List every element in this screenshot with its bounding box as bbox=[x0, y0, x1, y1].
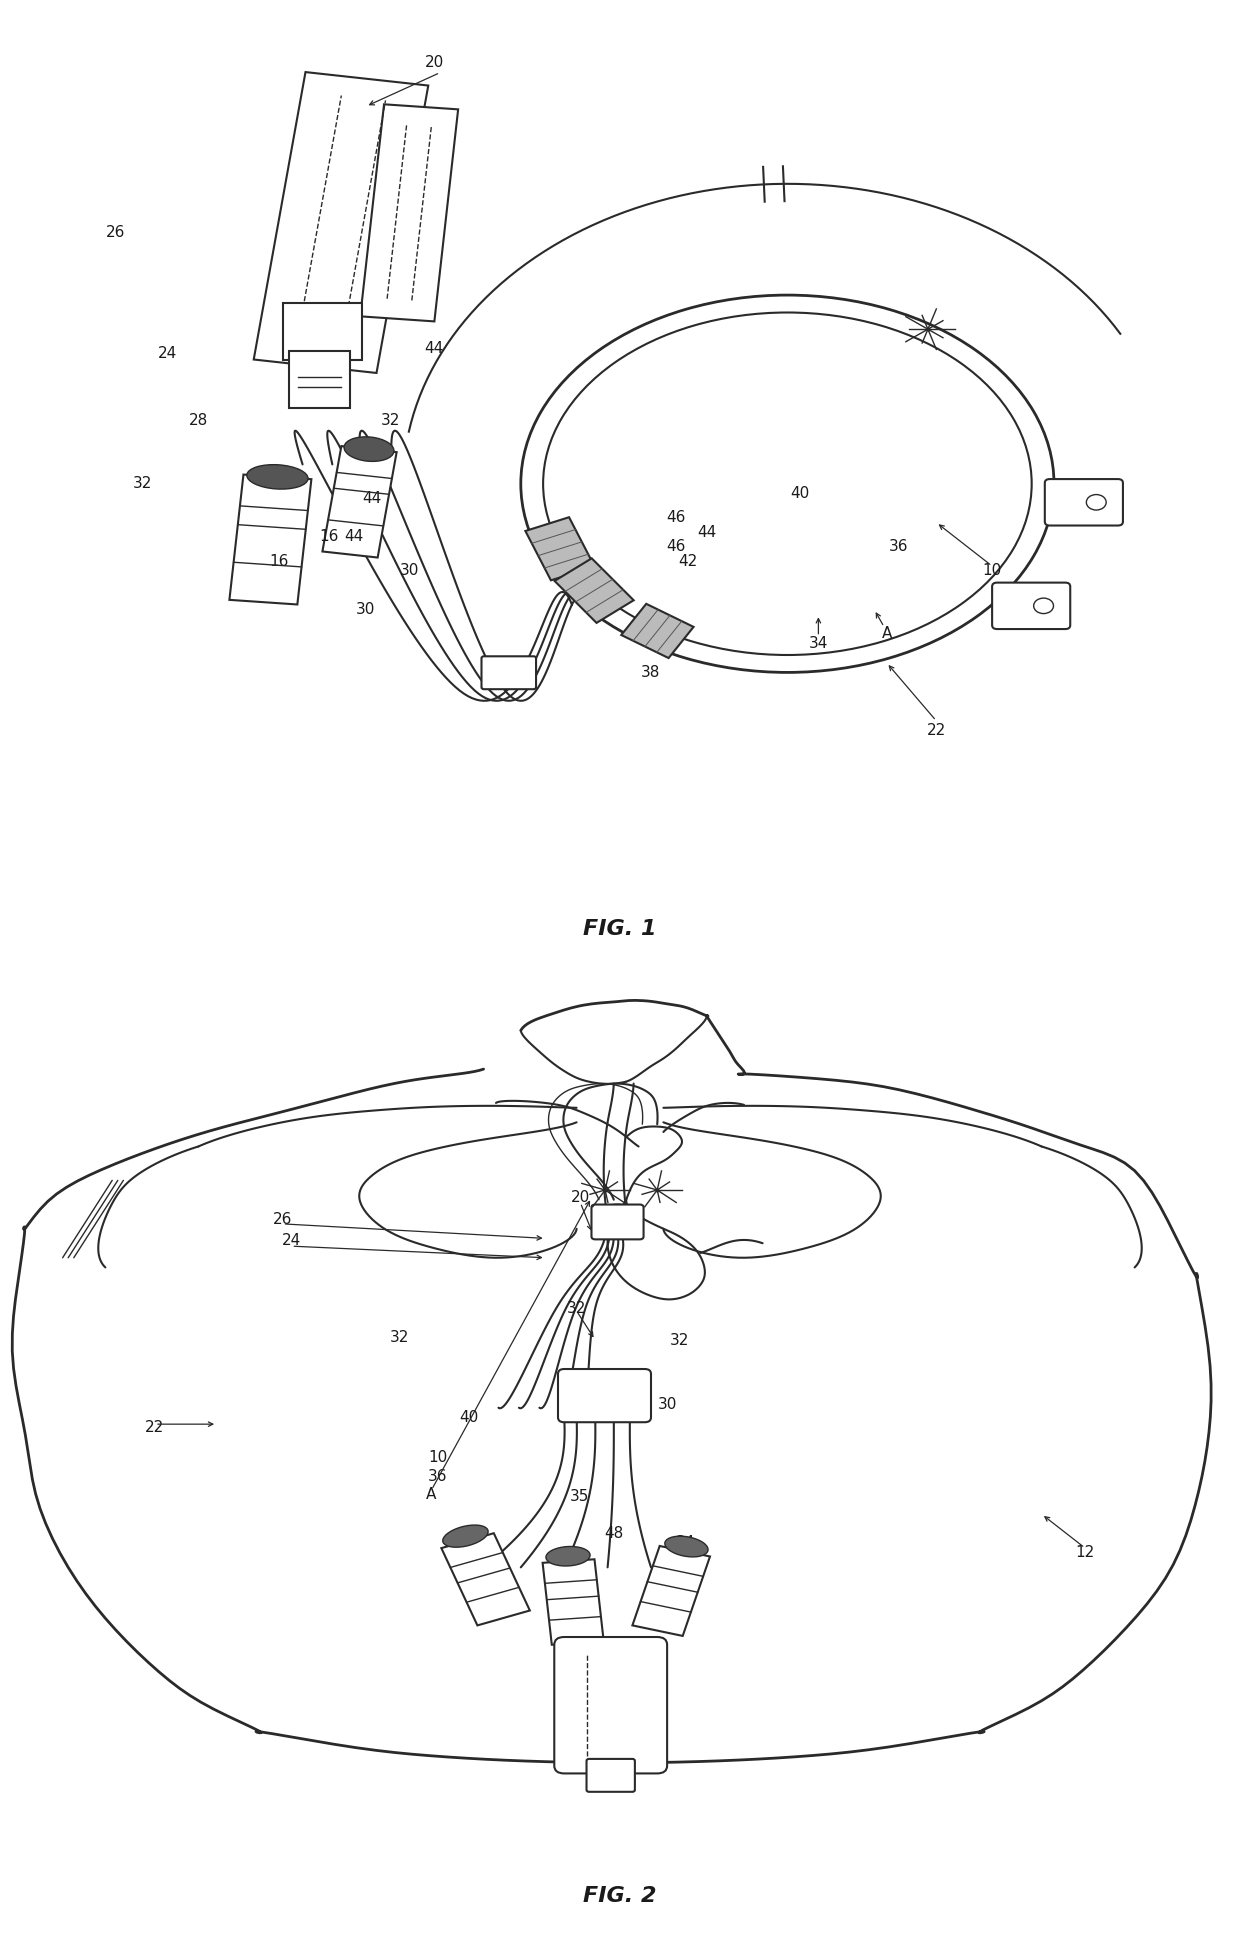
Text: 16: 16 bbox=[319, 530, 339, 544]
FancyBboxPatch shape bbox=[587, 1759, 635, 1792]
FancyBboxPatch shape bbox=[289, 352, 350, 408]
Text: 28: 28 bbox=[188, 414, 208, 428]
Text: 30: 30 bbox=[399, 563, 419, 579]
Circle shape bbox=[1034, 598, 1054, 613]
Text: A: A bbox=[427, 1488, 436, 1502]
Text: 22: 22 bbox=[145, 1420, 165, 1434]
Text: 26: 26 bbox=[273, 1211, 293, 1227]
Text: FIG. 1: FIG. 1 bbox=[583, 919, 657, 938]
Text: 44: 44 bbox=[697, 524, 717, 540]
Ellipse shape bbox=[247, 464, 308, 490]
Text: 12: 12 bbox=[1075, 1546, 1095, 1560]
Polygon shape bbox=[554, 559, 634, 623]
Text: 44: 44 bbox=[343, 530, 363, 544]
Text: 16: 16 bbox=[269, 553, 289, 569]
Text: 40: 40 bbox=[790, 486, 810, 501]
Text: 44: 44 bbox=[424, 341, 444, 356]
Text: 10: 10 bbox=[428, 1449, 448, 1465]
Polygon shape bbox=[543, 1560, 604, 1645]
Ellipse shape bbox=[546, 1546, 590, 1565]
Text: 24: 24 bbox=[157, 346, 177, 360]
FancyBboxPatch shape bbox=[283, 302, 362, 360]
FancyBboxPatch shape bbox=[558, 1368, 651, 1422]
Text: 46: 46 bbox=[666, 511, 686, 524]
Text: A: A bbox=[882, 627, 892, 640]
Text: 22: 22 bbox=[926, 724, 946, 737]
Text: 42: 42 bbox=[678, 553, 698, 569]
Text: 20: 20 bbox=[424, 56, 444, 70]
Polygon shape bbox=[322, 447, 397, 557]
FancyBboxPatch shape bbox=[992, 582, 1070, 629]
Text: 36: 36 bbox=[889, 540, 909, 553]
Text: 44: 44 bbox=[362, 491, 382, 505]
Polygon shape bbox=[621, 604, 693, 658]
Text: 34: 34 bbox=[808, 637, 828, 650]
FancyBboxPatch shape bbox=[591, 1204, 644, 1240]
Text: 38: 38 bbox=[641, 666, 661, 679]
Polygon shape bbox=[526, 517, 595, 580]
Polygon shape bbox=[632, 1546, 711, 1635]
Text: 34: 34 bbox=[676, 1534, 696, 1550]
Text: 32: 32 bbox=[670, 1333, 689, 1349]
Text: 32: 32 bbox=[133, 476, 153, 491]
Text: 32: 32 bbox=[567, 1300, 587, 1316]
Polygon shape bbox=[441, 1533, 529, 1625]
Text: FIG. 2: FIG. 2 bbox=[583, 1887, 657, 1906]
Ellipse shape bbox=[443, 1525, 489, 1548]
Ellipse shape bbox=[665, 1536, 708, 1558]
Text: 32: 32 bbox=[389, 1329, 409, 1345]
Text: 30: 30 bbox=[356, 602, 376, 617]
Text: 20: 20 bbox=[570, 1190, 590, 1206]
Circle shape bbox=[1086, 495, 1106, 511]
Polygon shape bbox=[361, 104, 458, 321]
Polygon shape bbox=[254, 72, 428, 373]
Text: 26: 26 bbox=[105, 224, 125, 240]
Ellipse shape bbox=[343, 437, 394, 461]
FancyBboxPatch shape bbox=[554, 1637, 667, 1772]
Text: 42: 42 bbox=[573, 1562, 593, 1577]
Polygon shape bbox=[229, 474, 311, 604]
Text: 40: 40 bbox=[459, 1411, 479, 1424]
Text: 24: 24 bbox=[281, 1233, 301, 1248]
FancyBboxPatch shape bbox=[481, 656, 536, 689]
Text: 32: 32 bbox=[381, 414, 401, 428]
Text: 48: 48 bbox=[604, 1527, 624, 1540]
Text: 35: 35 bbox=[569, 1490, 589, 1503]
Text: 46: 46 bbox=[666, 540, 686, 553]
Text: 30: 30 bbox=[657, 1397, 677, 1413]
Text: 10: 10 bbox=[982, 563, 1002, 579]
Text: 36: 36 bbox=[428, 1469, 448, 1484]
FancyBboxPatch shape bbox=[1045, 480, 1123, 526]
